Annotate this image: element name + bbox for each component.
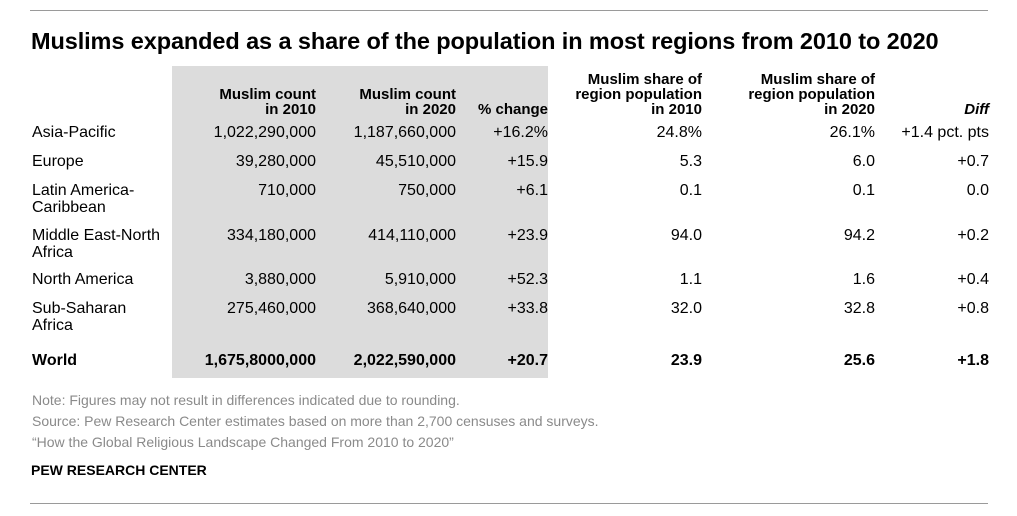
table-cell: 32.0 <box>670 300 702 317</box>
table-cell: +0.2 <box>957 227 989 244</box>
table-cell: 275,460,000 <box>227 300 316 317</box>
chart-title: Muslims expanded as a share of the popul… <box>31 28 939 54</box>
row-label: Latin America- Caribbean <box>32 182 135 216</box>
column-header: Diff <box>964 101 989 118</box>
table-cell: +16.2% <box>493 124 548 141</box>
column-header: % change <box>477 101 548 118</box>
table-cell: 1,187,660,000 <box>353 124 456 141</box>
table-cell: 1.6 <box>852 271 875 288</box>
table-cell: +0.7 <box>957 153 989 170</box>
brand-logo-text: PEW RESEARCH CENTER <box>31 462 207 478</box>
table-cell: 750,000 <box>398 182 456 199</box>
table-cell: 6.0 <box>852 153 875 170</box>
table-cell: 0.1 <box>679 182 702 199</box>
table-cell: 1,022,290,000 <box>213 124 316 141</box>
table-cell: +33.8 <box>507 300 548 317</box>
table-cell: 39,280,000 <box>235 153 316 170</box>
column-header: Muslim share of region population in 2010 <box>575 71 702 118</box>
row-label: Middle East-North Africa <box>32 227 161 261</box>
table-cell: 368,640,000 <box>367 300 456 317</box>
report-title: “How the Global Religious Landscape Chan… <box>32 434 454 450</box>
table-cell: 45,510,000 <box>375 153 456 170</box>
table-cell: 710,000 <box>258 182 316 199</box>
table-cell: 25.6 <box>843 352 875 369</box>
table-cell: 1,675,8000,000 <box>204 352 316 369</box>
table-cell: 414,110,000 <box>368 227 456 244</box>
table-cell: 334,180,000 <box>227 227 316 244</box>
row-label: North America <box>32 271 134 288</box>
table-cell: 5.3 <box>679 153 702 170</box>
table-cell: 0.1 <box>852 182 875 199</box>
table-cell: 23.9 <box>670 352 702 369</box>
table-cell: 3,880,000 <box>244 271 316 288</box>
table-cell: 24.8% <box>656 124 702 141</box>
table-cell: 5,910,000 <box>384 271 456 288</box>
table-cell: +0.4 <box>957 271 989 288</box>
table-cell: 1.1 <box>679 271 702 288</box>
table-cell: +6.1 <box>516 182 548 199</box>
row-label: World <box>32 352 78 369</box>
table-cell: +15.9 <box>507 153 548 170</box>
bottom-rule <box>30 503 988 504</box>
table-cell: 94.2 <box>843 227 875 244</box>
table-cell: +52.3 <box>507 271 548 288</box>
top-rule <box>30 10 988 11</box>
table-cell: 2,022,590,000 <box>353 352 456 369</box>
note-text: Note: Figures may not result in differen… <box>32 392 460 408</box>
table-cell: +0.8 <box>957 300 989 317</box>
highlight-band <box>172 66 548 378</box>
table-cell: 0.0 <box>966 182 989 199</box>
row-label: Europe <box>32 153 84 170</box>
source-text: Source: Pew Research Center estimates ba… <box>32 413 599 429</box>
table-cell: +1.8 <box>957 352 989 369</box>
column-header: Muslim count in 2010 <box>219 86 316 118</box>
table-cell: +23.9 <box>507 227 548 244</box>
table-cell: +1.4 pct. pts <box>901 124 989 141</box>
column-header: Muslim share of region population in 2020 <box>748 71 875 118</box>
table-cell: 32.8 <box>843 300 875 317</box>
row-label: Asia-Pacific <box>32 124 116 141</box>
table-cell: 26.1% <box>829 124 875 141</box>
column-header: Muslim count in 2020 <box>359 86 456 118</box>
table-cell: +20.7 <box>507 352 548 369</box>
row-label: Sub-Saharan Africa <box>32 300 127 334</box>
table-cell: 94.0 <box>670 227 702 244</box>
